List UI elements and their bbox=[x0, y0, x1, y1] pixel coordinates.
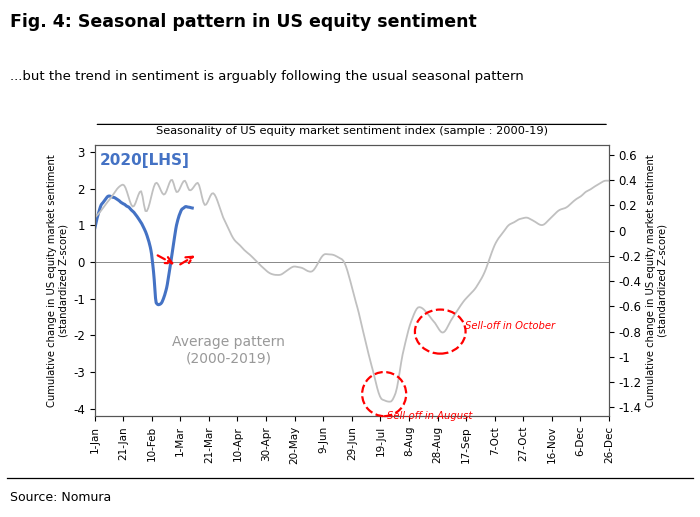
Text: Sell-off in August: Sell-off in August bbox=[386, 410, 472, 421]
Text: ...but the trend in sentiment is arguably following the usual seasonal pattern: ...but the trend in sentiment is arguabl… bbox=[10, 70, 524, 83]
Text: Fig. 4: Seasonal pattern in US equity sentiment: Fig. 4: Seasonal pattern in US equity se… bbox=[10, 13, 477, 31]
Text: Sell-off in October: Sell-off in October bbox=[465, 321, 555, 331]
Y-axis label: Cumulative change in US equity market sentiment
(standardized Z-score): Cumulative change in US equity market se… bbox=[646, 154, 668, 407]
Text: Average pattern
(2000-2019): Average pattern (2000-2019) bbox=[172, 335, 285, 366]
Title: Seasonality of US equity market sentiment index (sample : 2000-19): Seasonality of US equity market sentimen… bbox=[155, 126, 547, 135]
Text: 2020[LHS]: 2020[LHS] bbox=[99, 153, 190, 168]
Y-axis label: Cumulative change in US equity market sentiment
(standardized Z-score): Cumulative change in US equity market se… bbox=[47, 154, 69, 407]
Text: Source: Nomura: Source: Nomura bbox=[10, 491, 112, 504]
